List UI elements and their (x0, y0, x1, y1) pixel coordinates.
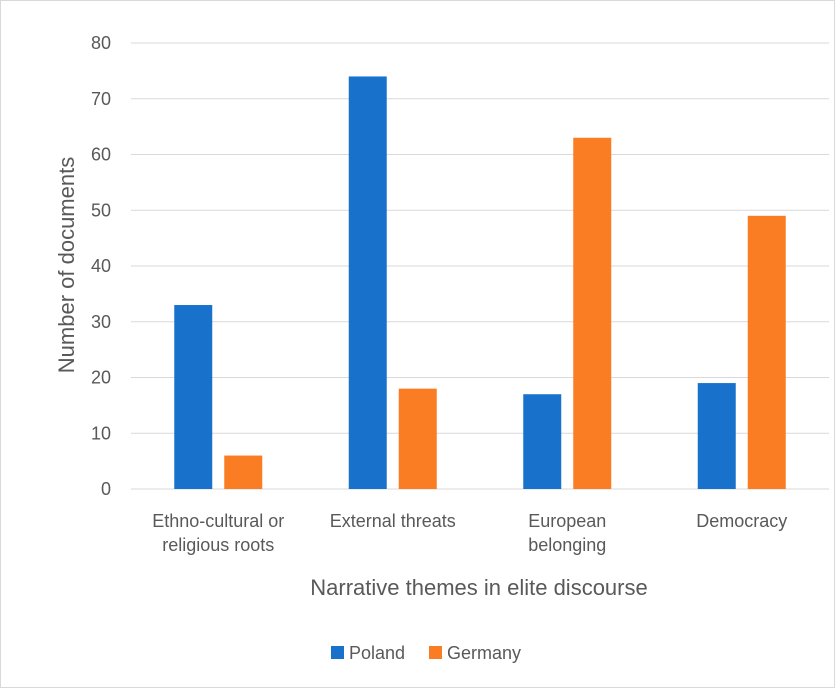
y-tick-label: 40 (91, 256, 111, 276)
y-tick-label: 80 (91, 33, 111, 53)
x-axis-ticks: Ethno-cultural or religious roots External… (152, 511, 787, 555)
y-tick-label: 50 (91, 200, 111, 220)
y-tick-label: 70 (91, 89, 111, 109)
legend-label-germany: Germany (447, 643, 521, 663)
bar-germany-0 (224, 455, 263, 489)
y-tick-label: 20 (91, 368, 111, 388)
x-tick-label: Ethno-cultural or religious roots (152, 511, 284, 555)
x-tick-label: Democracy (696, 511, 787, 531)
gridlines (131, 42, 829, 490)
legend-label-poland: Poland (349, 643, 405, 663)
bar-germany-2 (573, 137, 612, 489)
bars (174, 76, 786, 489)
y-tick-label: 30 (91, 312, 111, 332)
x-tick-label: External threats (330, 511, 456, 531)
bar-germany-1 (398, 388, 437, 489)
legend: Poland Germany (331, 643, 521, 663)
y-tick-label: 10 (91, 423, 111, 443)
y-tick-label: 60 (91, 145, 111, 165)
bar-poland-2 (523, 394, 562, 489)
bar-poland-3 (697, 383, 736, 489)
legend-swatch-germany (429, 646, 442, 659)
y-tick-label: 0 (101, 479, 111, 499)
x-tick-label: European belonging (528, 511, 606, 555)
x-axis-title: Narrative themes in elite discourse (310, 575, 647, 600)
y-axis-title: Number of documents (54, 157, 79, 373)
bar-poland-1 (348, 76, 387, 489)
legend-swatch-poland (331, 646, 344, 659)
y-axis-ticks: 0 10 20 30 40 50 60 70 80 (91, 33, 111, 499)
bar-poland-0 (174, 305, 213, 489)
bar-germany-3 (747, 215, 786, 489)
